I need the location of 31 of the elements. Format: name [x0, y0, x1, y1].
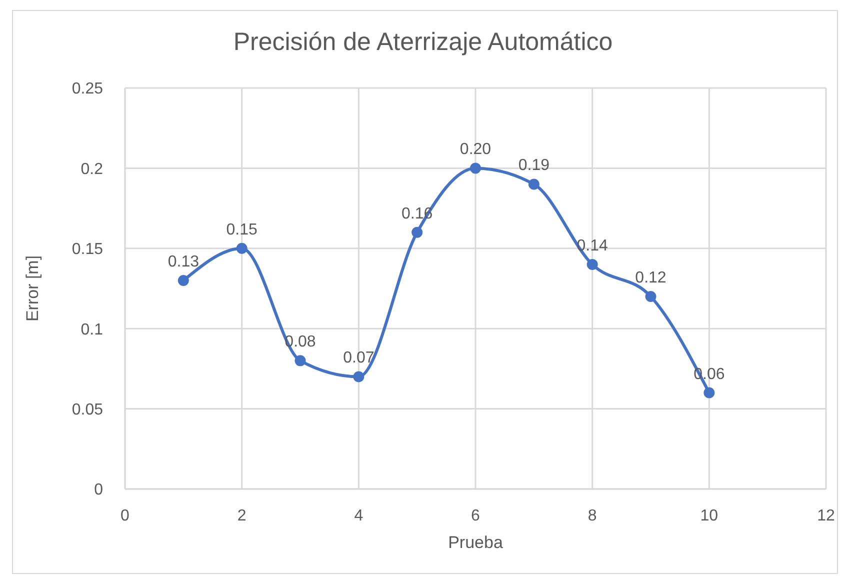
y-tick-label: 0 [94, 482, 104, 499]
point [704, 387, 715, 398]
point [470, 162, 481, 174]
data-label: 0.13 [168, 253, 200, 270]
y-tick-label: 0.2 [80, 160, 104, 178]
x-tick-label: 4 [354, 507, 364, 524]
y-tick-label: 0.05 [72, 401, 104, 418]
x-tick-label: 8 [588, 507, 597, 524]
point [353, 371, 364, 382]
y-tick-label: 0.25 [72, 80, 104, 98]
x-tick-label: 2 [237, 507, 246, 524]
point [586, 258, 598, 270]
x-tick-label: 10 [700, 507, 718, 524]
point [412, 226, 423, 238]
point [236, 242, 248, 254]
x-axis-title: Prueba [448, 533, 504, 552]
y-axis-title: Error [m] [23, 255, 42, 322]
point [294, 355, 306, 366]
point [528, 178, 540, 190]
point [178, 274, 189, 286]
point [645, 291, 656, 302]
x-tick-label: 0 [120, 507, 130, 524]
y-tick-label: 0.1 [80, 321, 104, 338]
data-label: 0.19 [518, 157, 550, 174]
data-label: 0.12 [635, 270, 666, 287]
y-tick-label: 0.15 [72, 241, 104, 258]
chart-title: Precisión de Aterrizaje Automático [232, 28, 614, 57]
x-tick-label: 12 [817, 507, 835, 524]
data-label: 0.20 [460, 141, 492, 158]
data-label: 0.15 [226, 221, 258, 238]
x-tick-label: 6 [471, 507, 480, 524]
